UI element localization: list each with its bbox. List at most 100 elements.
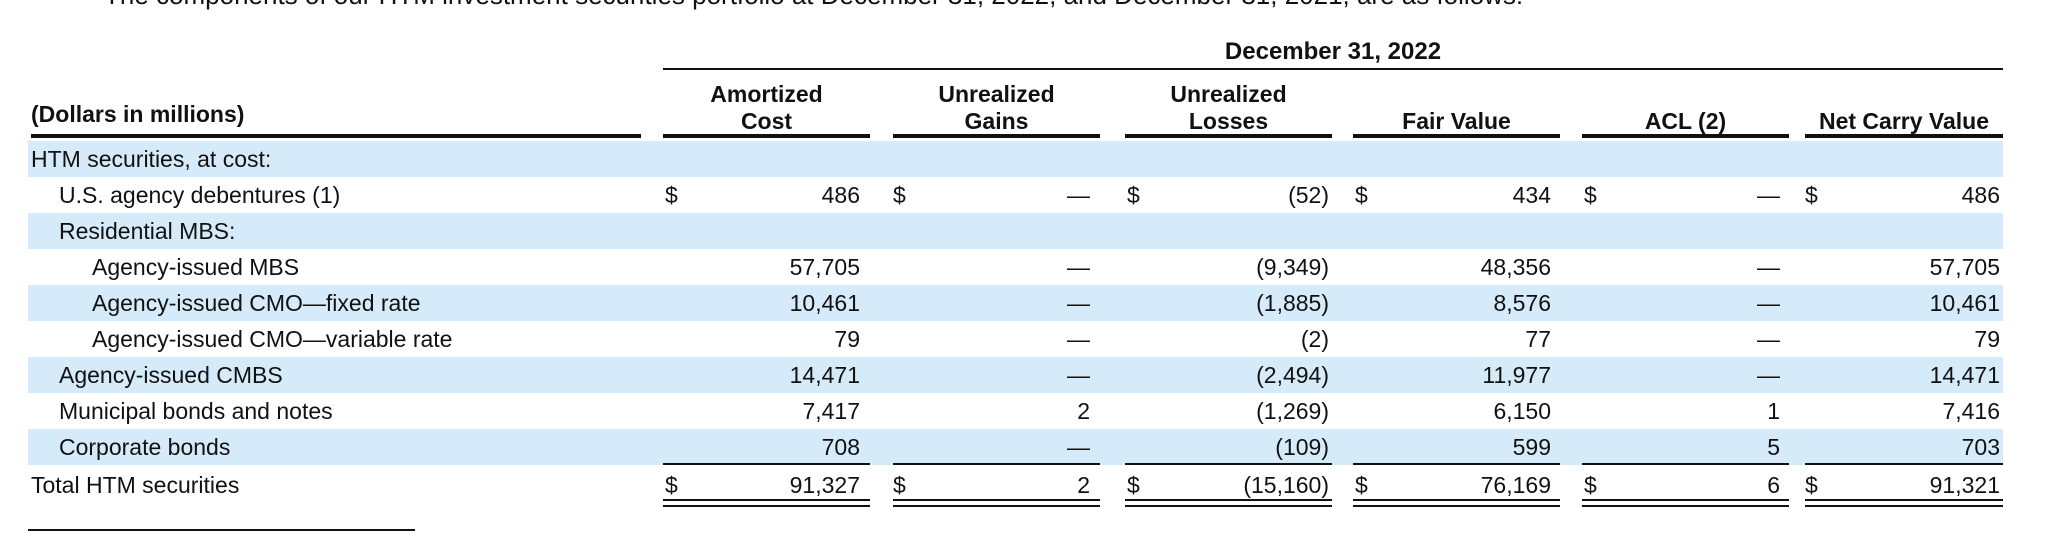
row-label: Residential MBS: — [59, 218, 236, 244]
column-header-label: Unrealized Losses — [1170, 81, 1287, 134]
cell-value: 1 — [1767, 398, 1780, 424]
column-header: Fair Value — [1353, 78, 1560, 134]
currency-symbol: $ — [1805, 472, 1818, 498]
cell-value: 599 — [1512, 434, 1551, 460]
cell-value: — — [1757, 254, 1780, 280]
table-row: Agency-issued CMO—fixed rate 10,461 — (1,88… — [28, 285, 2003, 321]
total-rule-top — [1582, 499, 1789, 501]
intro-text: The components of our HTM investment sec… — [104, 0, 2004, 11]
currency-symbol: $ — [893, 182, 906, 208]
cell-value: — — [1757, 182, 1780, 208]
cell-value: — — [1757, 326, 1780, 352]
cell-value: 79 — [1974, 326, 2000, 352]
cell-value: 57,705 — [789, 254, 860, 280]
subtotal-rule — [663, 463, 870, 465]
column-header-rule — [1805, 134, 2003, 138]
currency-symbol: $ — [1127, 472, 1140, 498]
column-header-rule — [663, 134, 870, 138]
table-row: U.S. agency debentures (1) $486 $ — $ (52) $43… — [28, 177, 2003, 213]
period-header-rule — [663, 68, 2003, 70]
cell-value: 6 — [1767, 472, 1780, 498]
table-row: HTM securities, at cost: — [28, 141, 2003, 177]
cell-value: 486 — [821, 182, 860, 208]
stub-header: (Dollars in millions) — [31, 101, 245, 127]
column-header-rule — [1125, 134, 1332, 138]
cell-value: 8,576 — [1493, 290, 1551, 316]
row-label: Municipal bonds and notes — [59, 398, 333, 424]
currency-symbol: $ — [1355, 472, 1368, 498]
total-row: Total HTM securities $91,327 $2 $ (15,160) $7… — [28, 467, 2003, 503]
cell-value: 91,321 — [1929, 472, 2000, 498]
cell-value: 2 — [1077, 398, 1090, 424]
cell-value: 434 — [1512, 182, 1551, 208]
cell-value: 11,977 — [1482, 362, 1551, 388]
subtotal-rule — [1125, 463, 1332, 465]
column-header: Amortized Cost — [663, 78, 870, 134]
cell-value: 486 — [1961, 182, 2000, 208]
cell-value: 76,169 — [1480, 472, 1551, 498]
total-rule-bottom — [663, 505, 870, 507]
subtotal-rule — [893, 463, 1100, 465]
cell-value: (2,494) — [1256, 362, 1329, 388]
column-header: Net Carry Value — [1805, 78, 2003, 134]
cell-value: 57,705 — [1929, 254, 2000, 280]
currency-symbol: $ — [1805, 182, 1818, 208]
column-header-rule — [1582, 134, 1789, 138]
subtotal-rule — [1582, 463, 1789, 465]
cell-value: 708 — [821, 434, 860, 460]
table-row: Municipal bonds and notes 7,417 2 (1,269) 6,… — [28, 393, 2003, 429]
column-header-rule — [893, 134, 1100, 138]
row-label: Agency-issued CMO—variable rate — [92, 326, 453, 352]
cell-value: 2 — [1077, 472, 1090, 498]
cell-value: (9,349) — [1256, 254, 1329, 280]
cell-value: 79 — [834, 326, 860, 352]
cell-value: — — [1067, 182, 1090, 208]
cell-value: — — [1757, 362, 1780, 388]
row-label: Agency-issued MBS — [92, 254, 300, 280]
total-rule-bottom — [893, 505, 1100, 507]
cell-value: (109) — [1275, 434, 1329, 460]
currency-symbol: $ — [1584, 472, 1597, 498]
row-label: Corporate bonds — [59, 434, 231, 460]
cell-value: 14,471 — [789, 362, 860, 388]
row-label: U.S. agency debentures (1) — [59, 182, 341, 208]
total-rule-bottom — [1805, 505, 2003, 507]
cell-value: 77 — [1525, 326, 1551, 352]
total-rule-bottom — [1353, 505, 1560, 507]
table-row: Residential MBS: — [28, 213, 2003, 249]
cell-value: — — [1067, 254, 1090, 280]
column-header: ACL (2) — [1582, 78, 1789, 134]
column-header-label: ACL (2) — [1644, 107, 1727, 134]
table-row: Agency-issued CMBS 14,471 — (2,494) 11,977 — 1… — [28, 357, 2003, 393]
column-header-label: Fair Value — [1402, 107, 1511, 134]
column-header: Unrealized Gains — [893, 78, 1100, 134]
footnote-rule — [28, 529, 415, 531]
cell-value: — — [1067, 326, 1090, 352]
cell-value: 5 — [1767, 434, 1780, 460]
column-header: Unrealized Losses — [1125, 78, 1332, 134]
currency-symbol: $ — [1355, 182, 1368, 208]
cell-value: (15,160) — [1243, 472, 1329, 498]
currency-symbol: $ — [893, 472, 906, 498]
cell-value: 7,416 — [1942, 398, 2000, 424]
cell-value: 48,356 — [1480, 254, 1551, 280]
cell-value: (1,269) — [1256, 398, 1329, 424]
row-label: Agency-issued CMO—fixed rate — [92, 290, 421, 316]
total-rule-top — [663, 499, 870, 501]
column-header-rule — [1353, 134, 1560, 138]
subtotal-rule — [1353, 463, 1560, 465]
cell-value: 703 — [1961, 434, 2000, 460]
period-header: December 31, 2022 — [1224, 38, 1442, 65]
cell-value: 10,461 — [1929, 290, 2000, 316]
cell-value: 7,417 — [802, 398, 860, 424]
row-label: Agency-issued CMBS — [59, 362, 283, 388]
table-row: Agency-issued CMO—variable rate 79 — (2) 77 —… — [28, 321, 2003, 357]
stub-header-rule — [31, 134, 641, 138]
column-header-label: Amortized Cost — [710, 81, 823, 134]
cell-value: 14,471 — [1929, 362, 2000, 388]
cell-value: — — [1067, 362, 1090, 388]
row-label: HTM securities, at cost: — [31, 146, 272, 172]
total-rule-bottom — [1125, 505, 1332, 507]
total-rule-top — [893, 499, 1100, 501]
currency-symbol: $ — [1127, 182, 1140, 208]
